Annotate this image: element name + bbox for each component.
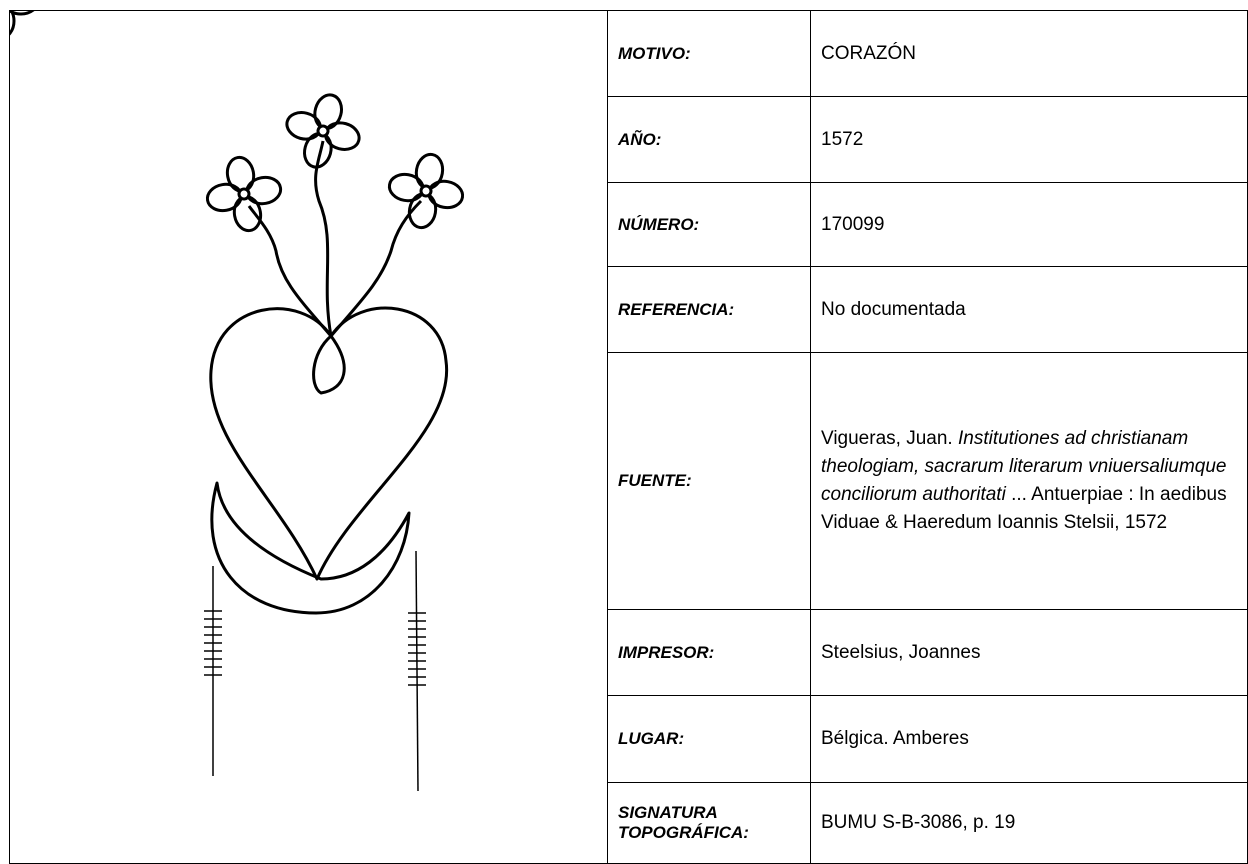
field-label: LUGAR: xyxy=(607,695,811,783)
table-row: AÑO: 1572 xyxy=(10,96,1248,183)
text-segment: ... Antuerpiae : In aedibus Viduae & Hae… xyxy=(821,484,1232,533)
field-label: MOTIVO: xyxy=(607,10,811,97)
watermark-drawing xyxy=(10,11,471,792)
field-value: No documentada xyxy=(810,266,1248,353)
field-label: SIGNATURA TOPOGRÁFICA: xyxy=(607,782,811,864)
field-label: AÑO: xyxy=(607,96,811,183)
field-value: Bélgica. Amberes xyxy=(810,695,1248,783)
field-label: FUENTE: xyxy=(607,352,811,610)
table-row: LUGAR: Bélgica. Amberes xyxy=(10,695,1248,783)
field-label: NÚMERO: xyxy=(607,182,811,267)
field-value: CORAZÓN xyxy=(810,10,1248,97)
record-table: MOTIVO: CORAZÓN AÑO: 1572 NÚMERO: 170099 REFER… xyxy=(9,10,1248,864)
field-value: Vigueras, Juan. Institutiones ad christi… xyxy=(810,352,1248,610)
field-value: BUMU S-B-3086, p. 19 xyxy=(810,782,1248,864)
text-segment: Vigueras, Juan. xyxy=(821,428,958,449)
field-label: IMPRESOR: xyxy=(607,609,811,696)
field-value: 170099 xyxy=(810,182,1248,267)
table-row: MOTIVO: CORAZÓN xyxy=(9,10,1248,864)
table-row: REFERENCIA: No documentada xyxy=(10,266,1248,353)
table-row: SIGNATURA TOPOGRÁFICA: BUMU S-B-3086, p. … xyxy=(10,782,1248,864)
field-value: Steelsius, Joannes xyxy=(810,609,1248,696)
field-label: REFERENCIA: xyxy=(607,266,811,353)
table-row: FUENTE: Vigueras, Juan. Institutiones ad … xyxy=(10,352,1248,610)
field-value: 1572 xyxy=(810,96,1248,183)
image-cell xyxy=(9,10,608,864)
text-segment: Institutiones ad christianam theologiam,… xyxy=(821,428,1232,505)
